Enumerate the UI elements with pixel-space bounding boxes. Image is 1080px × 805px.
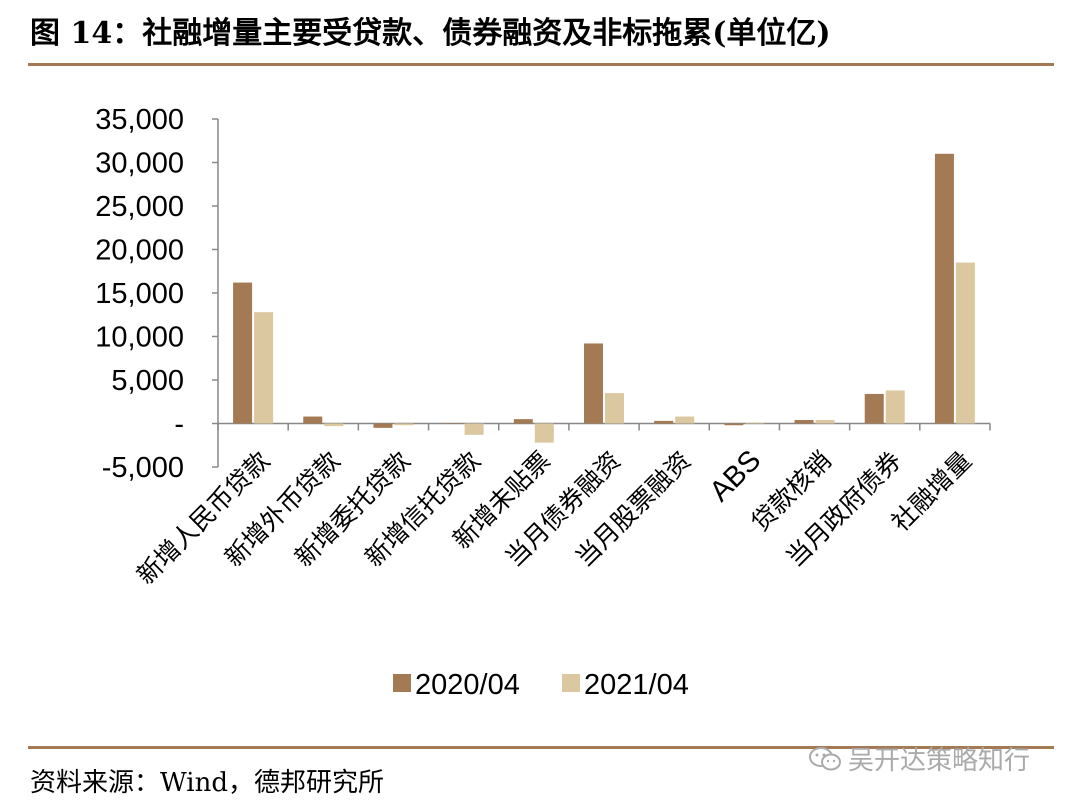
y-tick-label: 15,000	[95, 278, 184, 310]
bar-2021	[675, 416, 695, 424]
y-tick-label: 35,000	[95, 104, 184, 136]
bar-2021	[254, 312, 274, 424]
bar-2020	[513, 419, 533, 424]
bar-2020	[934, 153, 954, 424]
watermark-text: 吴开达策略知行	[848, 746, 1031, 776]
bar-2020	[303, 416, 323, 424]
bar-2020	[233, 282, 253, 424]
bar-2020	[584, 343, 603, 424]
y-tick-label: 20,000	[95, 235, 184, 267]
wechat-icon	[809, 746, 841, 770]
bar-2021	[394, 423, 414, 426]
y-tick-label: 30,000	[95, 148, 184, 180]
bar-2021	[464, 423, 484, 435]
source-note: 资料来源：Wind，德邦研究所	[30, 768, 384, 798]
bar-2020	[864, 393, 884, 424]
legend-label: 2021/04	[584, 669, 689, 701]
legend-label: 2020/04	[415, 669, 520, 701]
bar-2020	[654, 420, 674, 424]
y-tick-label: -	[174, 409, 184, 441]
bar-2021	[534, 423, 554, 443]
bar-2021	[955, 262, 975, 424]
y-tick-label: -5,000	[102, 452, 184, 484]
legend-swatch-2020	[393, 674, 411, 692]
bar-2021	[745, 422, 765, 424]
figure-title: 图 14：社融增量主要受贷款、债券融资及非标拖累(单位亿)	[30, 16, 831, 51]
legend-swatch-2021	[562, 674, 580, 692]
bar-2020	[724, 423, 744, 426]
footer-rule	[28, 746, 1054, 749]
y-tick-label: 25,000	[95, 191, 184, 223]
bar-2020	[443, 423, 463, 424]
bar-chart: 35,000 30,000 25,000 20,000 15,000 10,000 5,00…	[95, 104, 991, 701]
y-tick-label: 5,000	[111, 365, 184, 397]
bar-2021	[324, 423, 344, 427]
bar-2021	[885, 390, 905, 424]
bar-2021	[815, 420, 835, 424]
bar-2020	[794, 420, 814, 424]
bar-2021	[605, 393, 624, 424]
bar-2020	[373, 423, 393, 428]
y-tick-label: 10,000	[95, 322, 184, 354]
watermark: 吴开达策略知行	[808, 740, 1030, 777]
category-label: ABS	[704, 444, 768, 508]
header-rule	[28, 63, 1054, 66]
